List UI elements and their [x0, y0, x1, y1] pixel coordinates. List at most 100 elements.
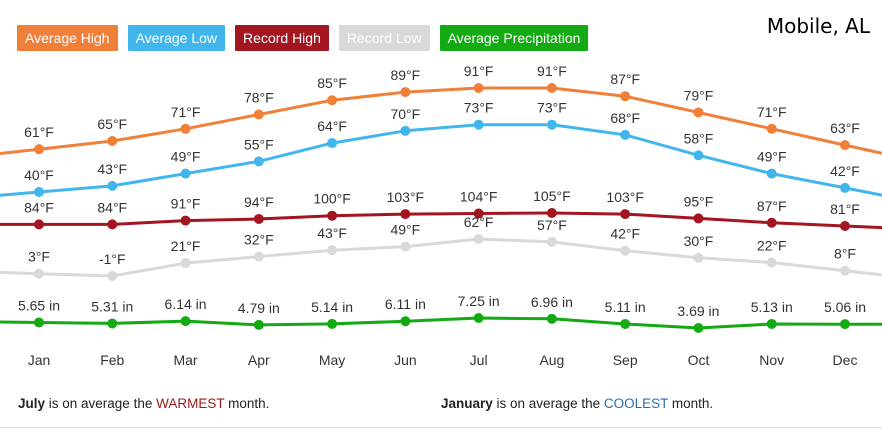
record-low-point	[400, 241, 411, 252]
average-low-point	[620, 129, 631, 140]
x-tick-label: Jan	[28, 352, 51, 368]
x-tick-label: Aug	[539, 352, 564, 368]
average-high-data-label: 87°F	[610, 71, 640, 87]
average-low-point	[766, 168, 777, 179]
average-precipitation-data-label: 5.11 in	[605, 299, 646, 315]
average-low-point	[34, 187, 44, 197]
average-precipitation-point	[840, 319, 850, 330]
x-tick-label: Apr	[248, 352, 270, 368]
average-low-point	[693, 150, 704, 161]
record-high-point	[107, 219, 118, 230]
warmest-text-b: month.	[224, 396, 270, 411]
record-low-data-label: 32°F	[244, 232, 274, 248]
average-precipitation-point	[546, 313, 557, 324]
record-high-point	[546, 208, 557, 218]
coolest-month-note: January is on average the COOLEST month.	[441, 396, 713, 411]
record-high-point	[766, 217, 777, 228]
average-high-data-label: 91°F	[537, 63, 567, 79]
x-tick-label: Feb	[100, 352, 124, 368]
record-high-data-label: 105°F	[533, 188, 571, 204]
average-high-point	[253, 109, 264, 120]
average-high-data-label: 61°F	[24, 124, 54, 140]
legend-average-low[interactable]: Average Low	[127, 25, 226, 51]
average-low-point	[400, 125, 411, 136]
record-high-point	[693, 213, 704, 224]
record-low-point	[327, 245, 338, 256]
coolest-text-b: month.	[668, 396, 714, 411]
record-low-point	[180, 258, 191, 269]
average-high-data-label: 89°F	[390, 67, 420, 83]
average-low-data-label: 73°F	[464, 100, 494, 116]
record-low-data-label: 8°F	[834, 246, 856, 262]
average-high-data-label: 85°F	[317, 75, 347, 91]
record-high-data-label: 103°F	[606, 189, 644, 205]
record-low-data-label: 21°F	[171, 238, 201, 254]
record-high-data-label: 104°F	[460, 189, 498, 205]
average-high-point	[180, 123, 191, 134]
average-precipitation-series-line	[0, 316, 882, 330]
record-high-point	[400, 209, 411, 220]
warmest-month: July	[18, 396, 46, 411]
record-high-data-label: 95°F	[684, 193, 714, 209]
record-low-point	[693, 252, 704, 263]
average-low-data-label: 55°F	[244, 136, 274, 152]
record-high-data-label: 84°F	[24, 199, 54, 215]
x-tick-label: May	[319, 352, 345, 368]
average-high-point	[327, 95, 338, 106]
location-title: Mobile, AL	[766, 14, 870, 38]
x-tick-label: Jul	[470, 352, 488, 368]
record-low-point	[253, 251, 264, 262]
average-high-point	[546, 83, 557, 93]
record-low-point	[620, 245, 631, 256]
coolest-text-a: is on average the	[492, 396, 604, 411]
average-high-data-label: 71°F	[757, 104, 787, 120]
legend-average-precipitation[interactable]: Average Precipitation	[439, 25, 589, 51]
average-precipitation-data-label: 6.11 in	[385, 296, 426, 312]
chart-legend: Average High Average Low Record High Rec…	[17, 25, 589, 51]
x-tick-label: Oct	[688, 352, 710, 368]
average-low-point	[840, 182, 850, 193]
coolest-month: January	[441, 396, 493, 411]
legend-record-low[interactable]: Record Low	[338, 25, 430, 51]
record-low-data-label: 57°F	[537, 217, 567, 233]
record-low-point	[34, 268, 44, 279]
record-low-data-label: 30°F	[684, 233, 714, 249]
average-precipitation-point	[693, 323, 704, 333]
record-low-point	[840, 265, 850, 276]
average-precipitation-point	[400, 316, 411, 327]
record-high-point	[327, 210, 338, 221]
record-high-series-line	[0, 211, 882, 230]
average-precipitation-data-label: 7.25 in	[458, 293, 500, 309]
average-precipitation-point	[180, 316, 191, 327]
x-tick-label: Mar	[173, 352, 197, 368]
average-high-data-label: 71°F	[171, 104, 201, 120]
record-low-data-label: 49°F	[390, 222, 420, 238]
coolest-word: COOLEST	[603, 396, 669, 411]
average-precipitation-point	[107, 318, 118, 329]
x-tick-label: Jun	[394, 352, 417, 368]
average-high-point	[693, 107, 704, 118]
average-low-point	[180, 168, 191, 179]
legend-record-high[interactable]: Record High	[235, 25, 329, 51]
average-precipitation-point	[327, 318, 338, 329]
legend-average-high[interactable]: Average High	[17, 25, 118, 51]
average-low-data-label: 64°F	[317, 118, 347, 134]
record-high-data-label: 94°F	[244, 194, 274, 210]
record-low-data-label: -1°F	[99, 251, 126, 267]
average-low-data-label: 70°F	[390, 106, 420, 122]
average-high-data-label: 65°F	[97, 116, 127, 132]
average-high-point	[400, 87, 411, 98]
record-low-point	[766, 257, 777, 268]
average-high-series-line	[0, 86, 882, 155]
average-low-data-label: 43°F	[97, 161, 127, 177]
record-low-data-label: 42°F	[610, 226, 640, 242]
warmest-text-a: is on average the	[45, 396, 157, 411]
average-precipitation-data-label: 4.79 in	[238, 300, 280, 316]
record-low-data-label: 3°F	[28, 249, 50, 265]
average-high-point	[107, 136, 118, 147]
record-high-point	[180, 215, 191, 226]
average-low-point	[253, 156, 264, 167]
record-high-data-label: 91°F	[171, 196, 201, 212]
average-low-data-label: 49°F	[171, 149, 201, 165]
